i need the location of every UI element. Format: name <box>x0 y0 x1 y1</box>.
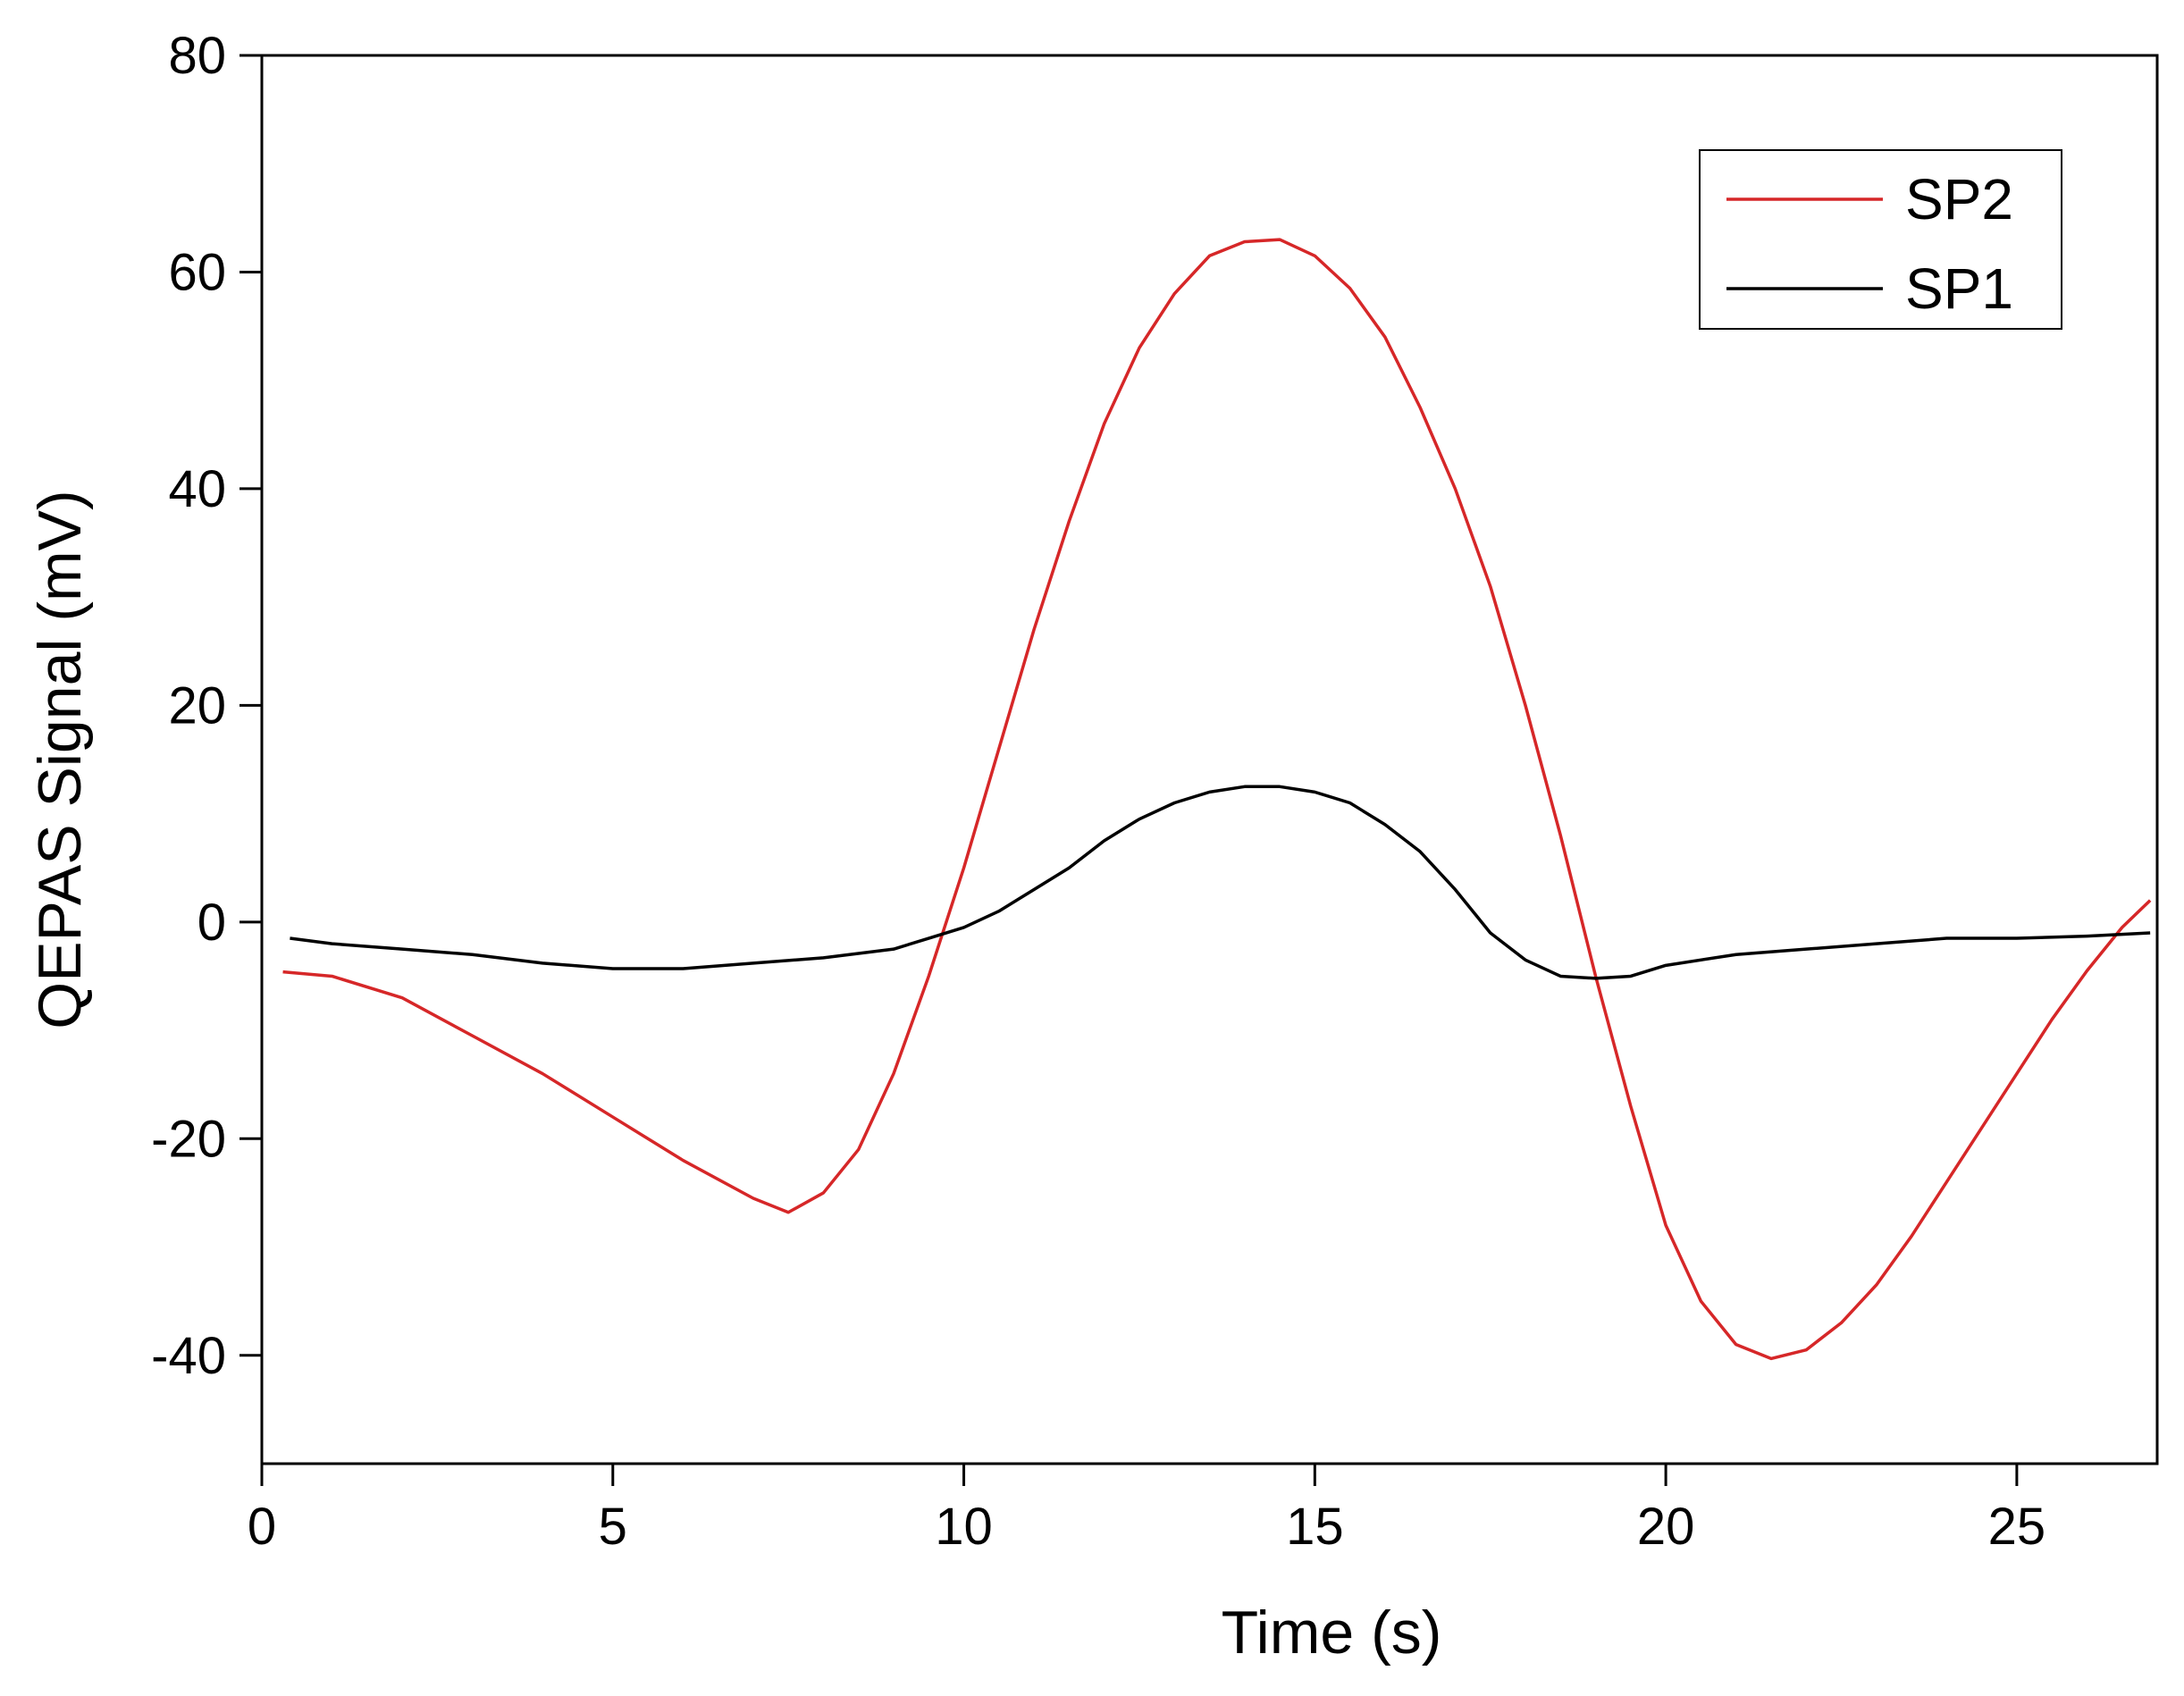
legend-box <box>1699 149 2062 330</box>
x-tick-label: 15 <box>1286 1498 1344 1556</box>
y-tick-label: -40 <box>151 1327 226 1385</box>
y-tick-label: 0 <box>197 894 226 952</box>
x-tick-label: 0 <box>248 1498 276 1556</box>
line-series <box>290 785 2151 980</box>
y-tick-label: 40 <box>168 460 226 518</box>
y-tick-label: 80 <box>168 27 226 85</box>
y-tick-label: -20 <box>151 1110 226 1168</box>
x-tick-label: 20 <box>1637 1498 1695 1556</box>
y-tick-label: 60 <box>168 243 226 301</box>
plot-frame <box>260 54 2159 1465</box>
y-axis-label: QEPAS Signal (mV) <box>26 490 94 1029</box>
x-axis-label: Time (s) <box>1222 1599 1442 1667</box>
x-tick-label: 5 <box>599 1498 627 1556</box>
legend-label: SP1 <box>1905 256 2013 321</box>
y-tick-label: 20 <box>168 676 226 735</box>
legend-label: SP2 <box>1905 167 2013 231</box>
line-series <box>282 238 2152 1361</box>
x-tick-label: 10 <box>935 1498 993 1556</box>
x-tick-label: 25 <box>1988 1498 2046 1556</box>
